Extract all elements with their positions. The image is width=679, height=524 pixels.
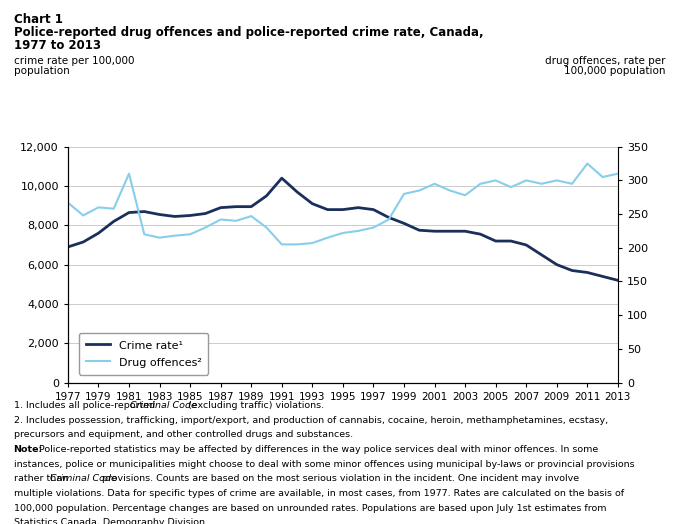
Text: (excluding traffic) violations.: (excluding traffic) violations. bbox=[185, 401, 324, 410]
Text: 100,000 population: 100,000 population bbox=[564, 66, 665, 75]
Text: Criminal Code: Criminal Code bbox=[130, 401, 197, 410]
Text: Police-reported statistics may be affected by differences in the way police serv: Police-reported statistics may be affect… bbox=[39, 445, 599, 454]
Text: rather than: rather than bbox=[14, 474, 71, 483]
Text: 1977 to 2013: 1977 to 2013 bbox=[14, 39, 100, 52]
Text: 100,000 population. Percentage changes are based on unrounded rates. Populations: 100,000 population. Percentage changes a… bbox=[14, 504, 606, 512]
Legend: Crime rate¹, Drug offences²: Crime rate¹, Drug offences² bbox=[79, 333, 208, 375]
Text: Criminal Code: Criminal Code bbox=[50, 474, 116, 483]
Text: precursors and equipment, and other controlled drugs and substances.: precursors and equipment, and other cont… bbox=[14, 430, 352, 439]
Text: 2. Includes possession, trafficking, import/export, and production of cannabis, : 2. Includes possession, trafficking, imp… bbox=[14, 416, 608, 424]
Text: Statistics Canada, Demography Division.: Statistics Canada, Demography Division. bbox=[14, 518, 208, 524]
Text: multiple violations. Data for specific types of crime are available, in most cas: multiple violations. Data for specific t… bbox=[14, 489, 624, 498]
Text: instances, police or municipalities might choose to deal with some minor offence: instances, police or municipalities migh… bbox=[14, 460, 634, 468]
Text: drug offences, rate per: drug offences, rate per bbox=[545, 56, 665, 66]
Text: Police-reported drug offences and police-reported crime rate, Canada,: Police-reported drug offences and police… bbox=[14, 26, 483, 39]
Text: crime rate per 100,000: crime rate per 100,000 bbox=[14, 56, 134, 66]
Text: population: population bbox=[14, 66, 69, 75]
Text: Note:: Note: bbox=[14, 445, 43, 454]
Text: Chart 1: Chart 1 bbox=[14, 13, 62, 26]
Text: 1. Includes all police-reported: 1. Includes all police-reported bbox=[14, 401, 158, 410]
Text: provisions. Counts are based on the most serious violation in the incident. One : provisions. Counts are based on the most… bbox=[99, 474, 579, 483]
